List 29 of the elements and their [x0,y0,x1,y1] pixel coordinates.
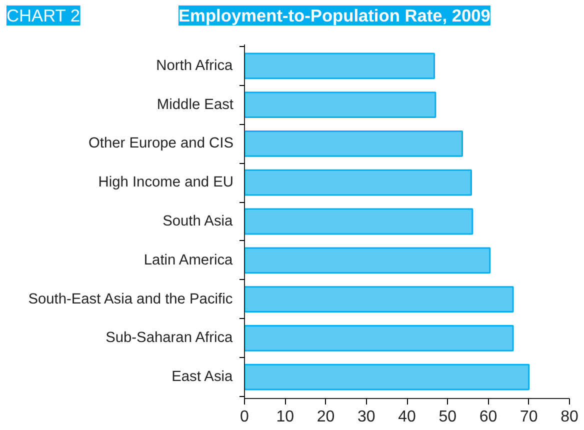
bar [244,325,514,352]
x-tick-label: 30 [357,408,376,426]
y-tick-label: High Income and EU [98,174,234,191]
bar [244,130,463,157]
bar [244,208,474,235]
x-tick-label: 0 [240,408,250,426]
y-tick-label: Middle East [156,96,234,113]
bar [244,169,472,196]
y-tick-label: South-East Asia and the Pacific [28,291,233,308]
bar [244,52,435,80]
bar [244,92,436,118]
y-tick-label: North Africa [156,58,234,74]
x-tick-label: 50 [438,408,457,426]
chart-title: Employment-to-Population Rate, 2009 [178,6,490,26]
y-tick-label: Sub-Saharan Africa [106,330,234,346]
caption: CHART 2 [6,6,80,26]
x-tick-label: 80 [560,408,578,426]
y-tick-label: South Asia [162,214,234,230]
y-tick-label: East Asia [172,369,234,386]
bar [244,286,514,312]
x-tick-label: 60 [479,408,498,426]
y-tick-label: Other Europe and CIS [88,136,234,152]
x-tick-label: 20 [316,408,335,426]
x-tick-label: 40 [398,408,416,426]
x-tick-label: 70 [520,408,538,426]
y-tick-label: Latin America [144,252,234,268]
bar [244,247,491,274]
bar [244,364,530,390]
x-tick-label: 10 [276,408,294,426]
